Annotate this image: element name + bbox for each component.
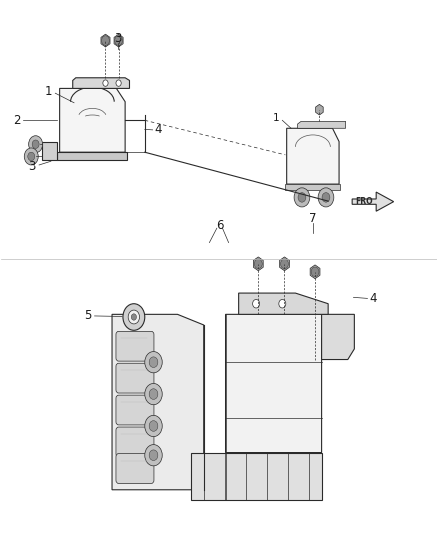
Circle shape bbox=[253, 300, 260, 308]
Circle shape bbox=[28, 152, 35, 161]
Text: 2: 2 bbox=[14, 114, 21, 127]
Polygon shape bbox=[73, 78, 130, 88]
Circle shape bbox=[116, 80, 121, 86]
Text: 1: 1 bbox=[272, 112, 279, 123]
Circle shape bbox=[102, 36, 110, 45]
Circle shape bbox=[128, 310, 140, 324]
Polygon shape bbox=[316, 104, 323, 115]
FancyBboxPatch shape bbox=[116, 454, 154, 483]
Circle shape bbox=[149, 450, 158, 461]
Polygon shape bbox=[60, 88, 125, 152]
Circle shape bbox=[145, 383, 162, 405]
Circle shape bbox=[123, 304, 145, 330]
Circle shape bbox=[318, 188, 334, 207]
FancyBboxPatch shape bbox=[116, 332, 154, 361]
Polygon shape bbox=[57, 152, 127, 160]
Circle shape bbox=[294, 188, 310, 207]
Circle shape bbox=[281, 259, 288, 269]
Text: 4: 4 bbox=[369, 292, 376, 305]
Polygon shape bbox=[112, 314, 204, 490]
Circle shape bbox=[298, 192, 306, 202]
FancyBboxPatch shape bbox=[116, 364, 154, 393]
FancyBboxPatch shape bbox=[116, 395, 154, 425]
Polygon shape bbox=[352, 192, 394, 211]
Polygon shape bbox=[321, 314, 354, 360]
Polygon shape bbox=[239, 293, 328, 314]
Text: 7: 7 bbox=[309, 212, 317, 225]
FancyBboxPatch shape bbox=[116, 427, 154, 457]
Circle shape bbox=[24, 148, 38, 165]
Polygon shape bbox=[286, 184, 340, 190]
Text: FRO: FRO bbox=[356, 197, 373, 206]
Circle shape bbox=[103, 80, 108, 86]
Text: 6: 6 bbox=[216, 219, 224, 231]
Circle shape bbox=[322, 192, 330, 202]
Polygon shape bbox=[287, 128, 339, 184]
Circle shape bbox=[145, 445, 162, 466]
Circle shape bbox=[279, 300, 286, 308]
Circle shape bbox=[311, 267, 319, 277]
Circle shape bbox=[145, 352, 162, 373]
Text: 3: 3 bbox=[28, 160, 36, 173]
Circle shape bbox=[149, 421, 158, 431]
Text: 4: 4 bbox=[154, 123, 162, 136]
Polygon shape bbox=[297, 122, 346, 128]
Text: 1: 1 bbox=[45, 85, 53, 98]
Circle shape bbox=[32, 140, 39, 149]
Polygon shape bbox=[226, 314, 328, 453]
Circle shape bbox=[149, 389, 158, 399]
Circle shape bbox=[149, 357, 158, 368]
Text: 3: 3 bbox=[114, 33, 121, 45]
Polygon shape bbox=[42, 142, 57, 160]
Circle shape bbox=[115, 36, 123, 45]
Circle shape bbox=[254, 259, 262, 269]
Polygon shape bbox=[114, 34, 123, 47]
Circle shape bbox=[145, 415, 162, 437]
Polygon shape bbox=[253, 257, 263, 271]
Text: 5: 5 bbox=[85, 310, 92, 322]
Polygon shape bbox=[101, 34, 110, 47]
Circle shape bbox=[131, 314, 137, 320]
Polygon shape bbox=[310, 265, 320, 279]
Polygon shape bbox=[191, 453, 321, 500]
Polygon shape bbox=[279, 257, 290, 271]
Circle shape bbox=[28, 136, 42, 153]
